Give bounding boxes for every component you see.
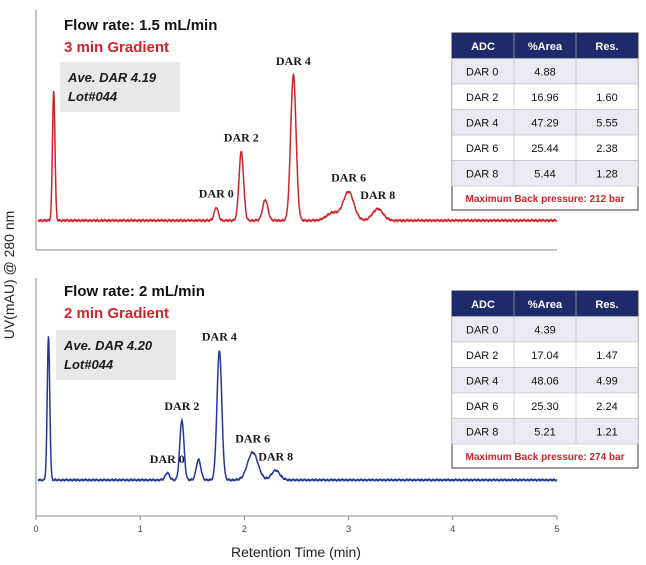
table-row: [451, 109, 639, 136]
panel-top-info-box: [60, 62, 180, 112]
peak-label-dar-8: DAR 8: [258, 449, 293, 463]
peak-label-dar-4: DAR 4: [202, 329, 237, 343]
x-tick-label: 0: [33, 524, 38, 534]
panel-top: Flow rate: 1.5 mL/min 3 min Gradient Ave…: [35, 10, 639, 251]
table-cell: 25.44: [531, 143, 559, 155]
y-axis-title: UV(mAU) @ 280 nm: [1, 211, 17, 340]
panel-bottom-info-box: [56, 330, 176, 380]
table-header-1: %Area: [528, 41, 563, 53]
panel-top-peak-labels: DAR 0 DAR 2 DAR 4 DAR 6 DAR 8: [199, 54, 395, 202]
panel-top-subtitle: 3 min Gradient: [64, 39, 169, 56]
x-tick-label: 2: [242, 524, 247, 534]
panel-top-table: ADC %Area Res. DAR 0 4.88 DAR 2 16.96 1.60 DAR 4…: [451, 32, 639, 211]
table-cell: DAR 8: [466, 168, 498, 180]
table-cell: 17.04: [531, 350, 559, 362]
peak-label-dar-4: DAR 4: [276, 54, 311, 68]
table-header-2: Res.: [595, 41, 618, 53]
table-cell: 4.39: [534, 324, 555, 336]
table-note: Maximum Back pressure: 212 bar: [466, 194, 625, 205]
table-header-bg: [452, 291, 638, 317]
table-row: [451, 316, 639, 343]
peak-label-dar-2: DAR 2: [164, 399, 199, 413]
table-note: Maximum Back pressure: 274 bar: [466, 452, 625, 463]
table-row: [451, 418, 639, 445]
peak-label-dar-0: DAR 0: [199, 187, 234, 201]
table-header-0: ADC: [471, 299, 495, 311]
panel-bottom-table: ADC %Area Res. DAR 0 4.39 DAR 2 17.04 1.47 DAR 4…: [451, 290, 639, 469]
table-cell: DAR 0: [466, 324, 498, 336]
table-header-2: Res.: [595, 299, 618, 311]
panel-bottom-title: Flow rate: 2 mL/min: [64, 283, 205, 300]
table-row: [451, 341, 639, 368]
table-header-1: %Area: [528, 299, 563, 311]
x-tick-label: 3: [346, 524, 351, 534]
table-cell: 48.06: [531, 375, 559, 387]
table-cell: 2.38: [596, 143, 617, 155]
peak-label-dar-0: DAR 0: [150, 452, 185, 466]
table-cell: DAR 4: [466, 117, 498, 129]
table-header-0: ADC: [471, 41, 495, 53]
table-cell: DAR 2: [466, 92, 498, 104]
table-cell: 5.21: [534, 426, 555, 438]
table-cell: 47.29: [531, 117, 559, 129]
table-cell: DAR 6: [466, 143, 498, 155]
x-tick-label: 5: [554, 524, 559, 534]
table-cell: 5.44: [534, 168, 555, 180]
table-cell: 25.30: [531, 401, 559, 413]
x-axis-ticks: 0 1 2 3 4 5: [33, 516, 560, 534]
x-tick-label: 4: [450, 524, 455, 534]
peak-label-dar-8: DAR 8: [360, 188, 395, 202]
table-cell: DAR 2: [466, 350, 498, 362]
table-cell: 4.99: [596, 375, 617, 387]
table-cell: 1.28: [596, 168, 617, 180]
table-row: [451, 160, 639, 187]
x-axis-title: Retention Time (min): [231, 544, 361, 560]
table-cell: 1.21: [596, 426, 617, 438]
table-cell: 16.96: [531, 92, 559, 104]
table-cell: 5.55: [596, 117, 617, 129]
peak-label-dar-6: DAR 6: [331, 171, 366, 185]
panel-top-title: Flow rate: 1.5 mL/min: [64, 17, 217, 34]
panel-top-info-line-2: Lot#044: [68, 89, 118, 104]
table-header-bg: [452, 33, 638, 59]
table-cell: DAR 6: [466, 401, 498, 413]
panel-bottom-info-line-2: Lot#044: [64, 357, 114, 372]
table-row: [451, 58, 639, 85]
panel-top-trace: [37, 72, 558, 224]
panel-bottom: Flow rate: 2 mL/min 2 min Gradient Ave. …: [35, 278, 639, 517]
x-tick-label: 1: [138, 524, 143, 534]
table-cell: 2.24: [596, 401, 617, 413]
table-cell: DAR 0: [466, 66, 498, 78]
table-cell: DAR 8: [466, 426, 498, 438]
panel-top-info-line-1: Ave. DAR 4.19: [67, 70, 157, 85]
peak-label-dar-6: DAR 6: [235, 431, 270, 445]
peak-label-dar-2: DAR 2: [224, 131, 259, 145]
panel-bottom-subtitle: 2 min Gradient: [64, 305, 169, 322]
table-cell: DAR 4: [466, 375, 498, 387]
table-cell: 4.88: [534, 66, 555, 78]
panel-bottom-trace: [37, 336, 558, 483]
table-cell: 1.47: [596, 350, 617, 362]
table-cell: 1.60: [596, 92, 617, 104]
panel-bottom-peak-labels: DAR 0 DAR 2 DAR 4 DAR 6 DAR 8: [150, 329, 293, 465]
panel-bottom-info-line-1: Ave. DAR 4.20: [63, 338, 153, 353]
table-row: [451, 367, 639, 394]
